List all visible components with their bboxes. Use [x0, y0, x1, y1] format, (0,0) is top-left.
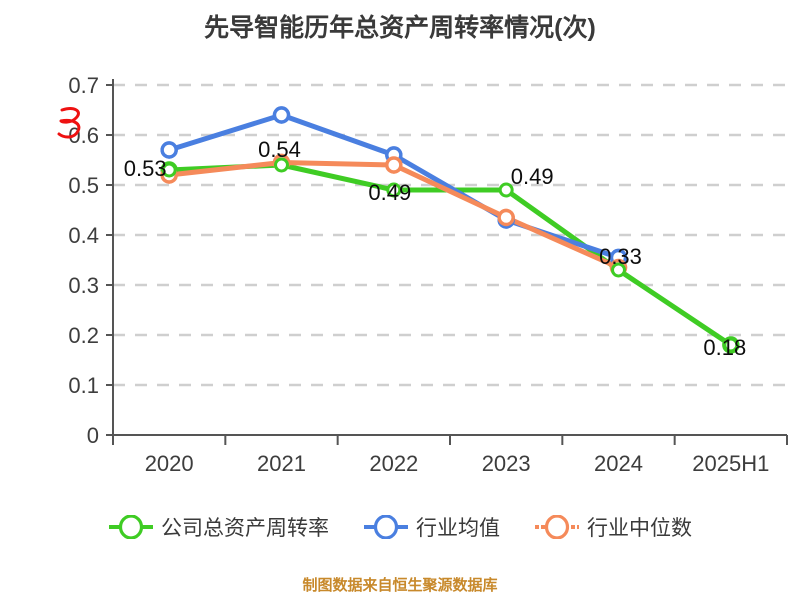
series-lines-group: [166, 112, 734, 348]
data-point-marker[interactable]: [272, 106, 291, 124]
x-axis-labels-group: 2020 2021 2022 2023 2024 2025H1: [145, 451, 770, 476]
chart-legend: 公司总资产周转率 行业均值 行业中位数: [0, 512, 800, 542]
legend-marker-company-icon: [108, 514, 154, 540]
x-axis-tick-label: 2020: [145, 451, 194, 476]
data-point-marker[interactable]: [386, 182, 402, 198]
data-value-label: 0.33: [599, 244, 642, 269]
y-axis-tick-label: 0.1: [68, 373, 99, 398]
y-axis-tick-label: 0.2: [68, 323, 99, 348]
x-axis-ticks-group: [112, 435, 788, 445]
data-value-label: 0.54: [258, 137, 301, 162]
y-axis-tick-label: 0: [87, 423, 99, 448]
y-axis-tick-label: 0.6: [68, 123, 99, 148]
y-axis-tick-label: 0.7: [68, 73, 99, 98]
legend-item-company[interactable]: 公司总资产周转率: [108, 512, 329, 542]
x-axis-tick-label: 2021: [257, 451, 306, 476]
data-point-marker[interactable]: [274, 157, 289, 173]
x-axis-tick-label: 2022: [369, 451, 418, 476]
y-axis-labels-group: 0.7 0.6 0.5 0.4 0.3 0.2 0.1 0: [68, 73, 99, 448]
data-point-marker[interactable]: [497, 208, 515, 227]
data-value-label: 0.53: [124, 156, 167, 181]
chart-plot-area: 0.70.60.50.40.30.20.10 2020 2021 2022 2023 2…: [68, 73, 788, 476]
legend-item-industry-average[interactable]: 行业均值: [363, 512, 500, 542]
axis-lines-group: [112, 79, 787, 436]
series-markers-group: [160, 106, 740, 354]
legend-marker-industry-median-icon: [534, 514, 580, 540]
data-point-marker[interactable]: [498, 182, 514, 198]
source-note: 制图数据来自恒生聚源数据库: [302, 577, 498, 594]
data-value-label: 0.49: [368, 180, 411, 205]
data-point-marker[interactable]: [723, 337, 739, 353]
data-value-label: 0.18: [703, 335, 746, 360]
y-axis-tick-label: 0.5: [68, 173, 99, 198]
gridlines-group: [113, 83, 787, 387]
y-axis-ticks-group: [106, 84, 113, 436]
x-axis-tick-label: 2025H1: [692, 451, 769, 476]
value-labels-group: 0.53 0.54 0.49 0.49 0.33 0.18: [124, 137, 746, 360]
legend-marker-industry-average-icon: [363, 514, 409, 540]
data-point-marker[interactable]: [161, 162, 177, 178]
legend-item-industry-median[interactable]: 行业中位数: [534, 512, 692, 542]
y-axis-tick-label: 0.3: [68, 273, 99, 298]
y-axis-tick-label: 0.4: [68, 223, 99, 248]
chart-title: 先导智能历年总资产周转率情况(次): [204, 14, 596, 42]
x-axis-tick-label: 2023: [482, 451, 531, 476]
data-value-label: 0.49: [511, 164, 554, 189]
legend-label-company: 公司总资产周转率: [161, 517, 329, 540]
x-axis-tick-label: 2024: [594, 451, 643, 476]
data-point-marker[interactable]: [160, 141, 178, 159]
data-point-marker[interactable]: [385, 156, 403, 174]
data-point-marker[interactable]: [611, 262, 626, 278]
legend-label-industry-median: 行业中位数: [587, 517, 692, 540]
legend-label-industry-average: 行业均值: [416, 517, 500, 540]
